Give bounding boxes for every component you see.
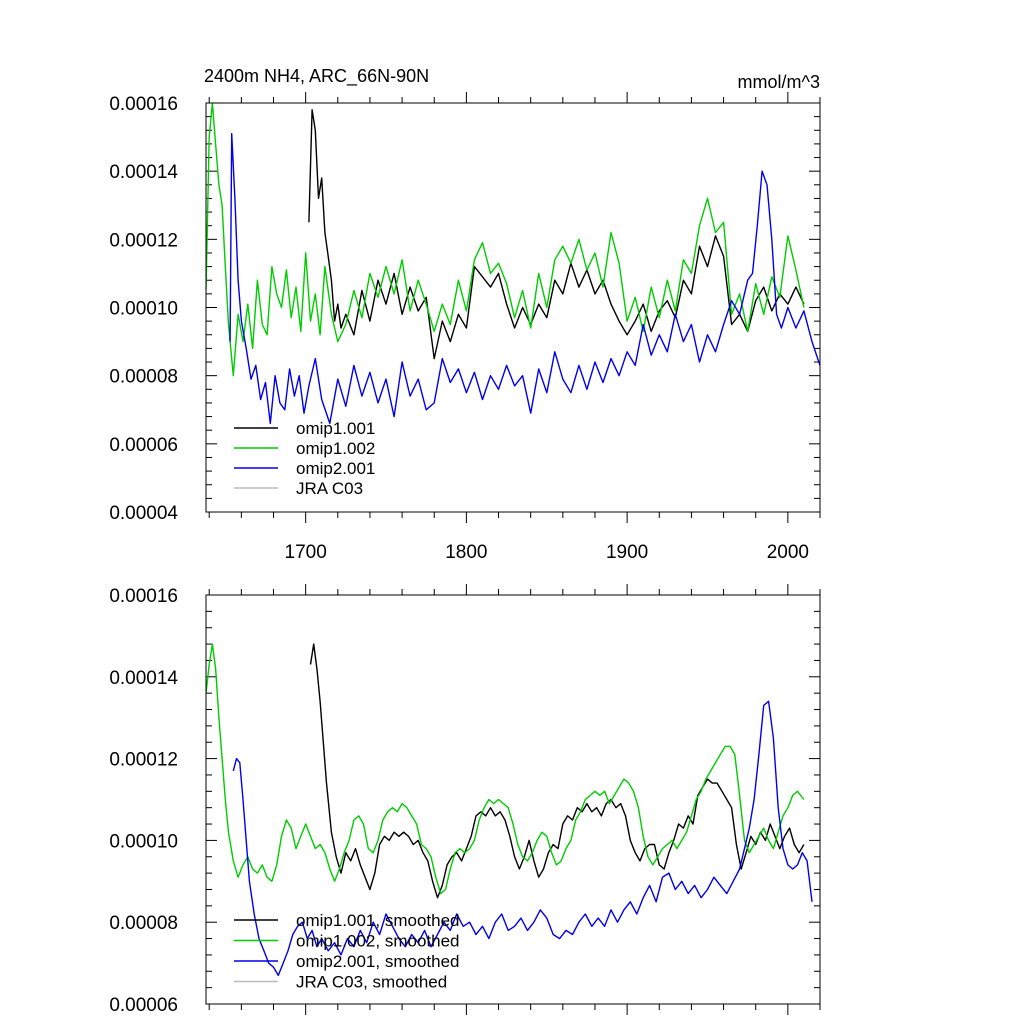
legend-label: omip1.001 bbox=[296, 419, 375, 438]
x-tick-label: 1700 bbox=[285, 542, 327, 563]
series-line-omip1-001-smoothed bbox=[309, 643, 805, 899]
legend-label: omip2.001 bbox=[296, 459, 375, 478]
series-group bbox=[206, 103, 820, 425]
y-tick-label: 0.00010 bbox=[109, 831, 178, 852]
series-line-omip1-002 bbox=[206, 103, 805, 377]
legend-label: JRA C03 bbox=[296, 479, 363, 498]
series-group bbox=[206, 643, 813, 977]
y-tick-label: 0.00016 bbox=[109, 586, 178, 607]
y-tick-label: 0.00008 bbox=[109, 913, 178, 934]
y-tick-label: 0.00008 bbox=[109, 367, 178, 388]
plot-frame bbox=[205, 102, 821, 513]
legend-label: omip1.001, smoothed bbox=[296, 911, 460, 930]
series-line-omip1-002-smoothed bbox=[206, 643, 805, 895]
series-line-omip1-001 bbox=[308, 109, 805, 360]
legend-label: omip1.002, smoothed bbox=[296, 932, 460, 951]
legend-label: omip1.002 bbox=[296, 439, 375, 458]
y-tick-label: 0.00006 bbox=[109, 435, 178, 456]
panel-title: 2400m NH4, ARC_66N-90N bbox=[204, 66, 429, 87]
legend-label: omip2.001, smoothed bbox=[296, 952, 460, 971]
y-tick-label: 0.00014 bbox=[109, 162, 178, 183]
y-tick-label: 0.00004 bbox=[109, 503, 178, 524]
y-tick-label: 0.00012 bbox=[109, 750, 178, 771]
y-tick-label: 0.00010 bbox=[109, 299, 178, 320]
series-line-omip2-001 bbox=[229, 132, 820, 425]
legend-label: JRA C03, smoothed bbox=[296, 973, 447, 992]
y-tick-label: 0.00012 bbox=[109, 230, 178, 251]
plot-frame bbox=[205, 594, 821, 1005]
y-tick-label: 0.00014 bbox=[109, 668, 178, 689]
x-tick-label: 2000 bbox=[767, 542, 809, 563]
bottom-panel: 0.00006 0.00008 0.00010 0.00012 0.00014 0.000… bbox=[109, 584, 821, 1016]
series-line-omip2-001-smoothed bbox=[232, 700, 813, 977]
x-tick-label: 1800 bbox=[445, 542, 487, 563]
legend: omip1.001, smoothed omip1.002, smoothedom… bbox=[234, 911, 460, 992]
y-tick-label: 0.00006 bbox=[109, 995, 178, 1016]
y-tick-label: 0.00016 bbox=[109, 94, 178, 115]
units-label: mmol/m^3 bbox=[738, 72, 820, 92]
top-panel: 2400m NH4, ARC_66N-90N mmol/m^3 0.00004 0… bbox=[109, 66, 821, 563]
x-tick-label: 1900 bbox=[606, 542, 648, 563]
